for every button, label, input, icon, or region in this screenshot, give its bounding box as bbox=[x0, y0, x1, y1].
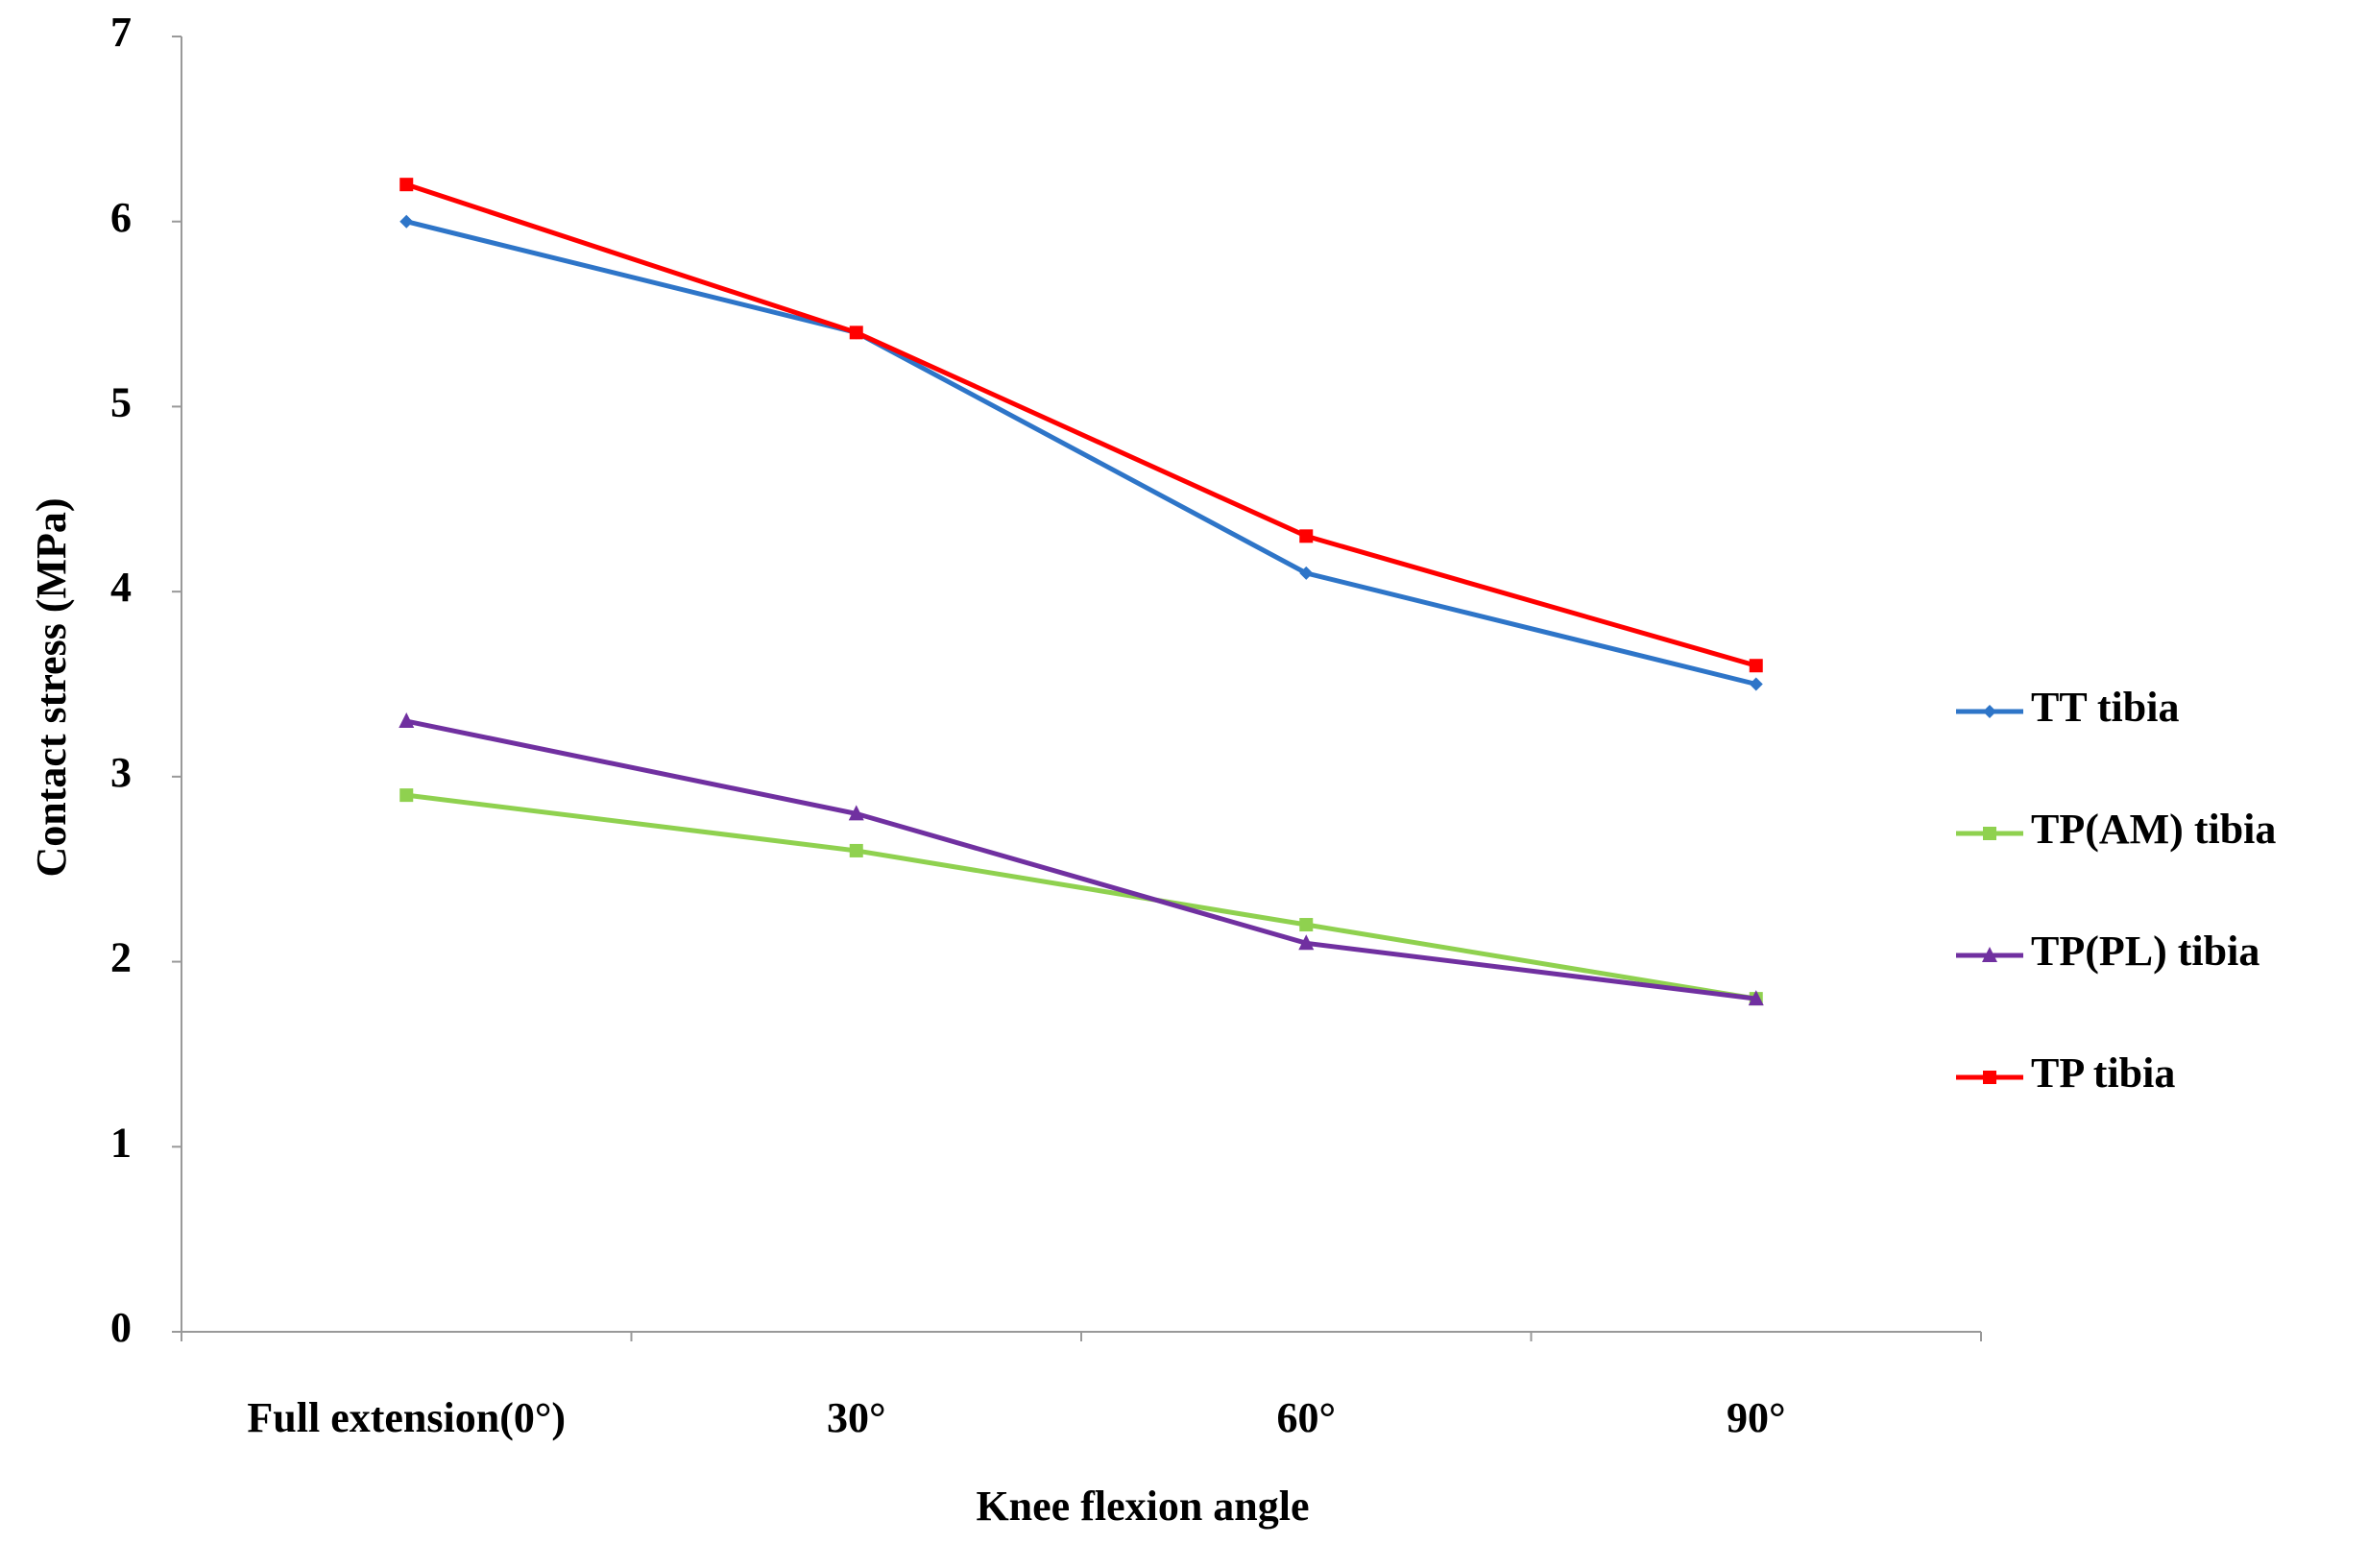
data-point bbox=[1298, 934, 1315, 951]
data-point bbox=[848, 805, 864, 821]
data-point bbox=[399, 712, 415, 729]
data-point bbox=[399, 214, 414, 229]
y-tick-label: 6 bbox=[110, 194, 132, 241]
legend-marker bbox=[1982, 947, 1997, 962]
data-point bbox=[849, 326, 863, 340]
legend-label: TP(AM) tibia bbox=[2031, 806, 2276, 853]
y-tick-label: 5 bbox=[110, 379, 132, 426]
y-tick-label: 2 bbox=[110, 934, 132, 981]
data-point bbox=[399, 178, 414, 192]
y-tick-label: 1 bbox=[110, 1119, 132, 1166]
data-point bbox=[1749, 659, 1763, 673]
series-line bbox=[405, 181, 1757, 668]
x-tick-label: Full extension(0°) bbox=[247, 1394, 566, 1441]
y-tick-label: 3 bbox=[110, 749, 132, 796]
y-axis-title: Contact stress (MPa) bbox=[28, 497, 75, 877]
series-line bbox=[405, 219, 1757, 687]
x-axis-title: Knee flexion angle bbox=[976, 1483, 1309, 1530]
data-point bbox=[849, 843, 863, 857]
y-tick-label: 0 bbox=[110, 1304, 132, 1351]
legend-marker bbox=[1983, 1071, 1996, 1084]
legend-marker bbox=[1983, 705, 1996, 718]
y-tick-label: 4 bbox=[110, 564, 132, 611]
legend-label: TT tibia bbox=[2031, 684, 2179, 731]
x-tick-label: 60° bbox=[1276, 1394, 1336, 1441]
data-point bbox=[399, 788, 414, 803]
x-tick-label: 30° bbox=[827, 1394, 886, 1441]
legend-label: TP(PL) tibia bbox=[2031, 928, 2259, 975]
x-tick-label: 90° bbox=[1727, 1394, 1786, 1441]
data-point bbox=[1748, 990, 1764, 1006]
series-line bbox=[405, 792, 1757, 1001]
data-point bbox=[1299, 566, 1314, 580]
series-line bbox=[405, 718, 1757, 1001]
legend-marker bbox=[1983, 827, 1996, 840]
legend-label: TP tibia bbox=[2031, 1049, 2175, 1097]
data-point bbox=[1299, 918, 1314, 932]
data-point bbox=[1749, 677, 1763, 691]
data-point bbox=[1299, 529, 1314, 543]
y-tick-label: 7 bbox=[110, 9, 132, 56]
